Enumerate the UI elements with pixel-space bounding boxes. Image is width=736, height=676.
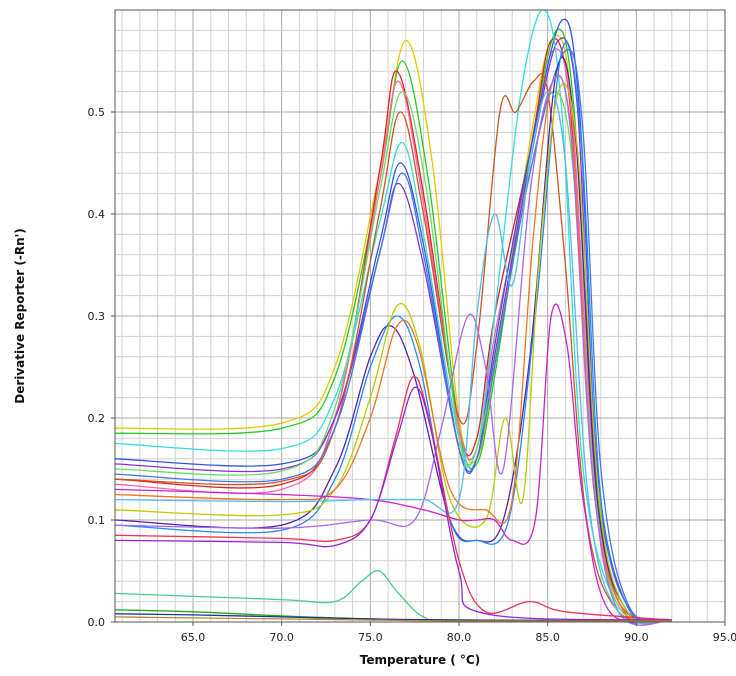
- series-line-19: [114, 386, 672, 621]
- y-tick-label: 0.4: [88, 208, 106, 221]
- x-tick-label: 80.0: [447, 631, 472, 644]
- series-line-8: [114, 73, 672, 623]
- series-line-12: [114, 41, 672, 624]
- y-axis-ticks: 0.0 0.1 0.2 0.3 0.4 0.5: [88, 106, 115, 629]
- y-tick-label: 0.2: [88, 412, 106, 425]
- series-lines: [114, 9, 673, 626]
- y-axis-title: Derivative Reporter (-Rn'): [13, 228, 27, 404]
- y-tick-label: 0.5: [88, 106, 106, 119]
- y-tick-label: 0.1: [88, 514, 106, 527]
- x-tick-label: 70.0: [269, 631, 294, 644]
- x-axis-ticks: 65.0 70.0 75.0 80.0 85.0 90.0 95.0: [181, 622, 736, 644]
- series-line-17: [114, 90, 672, 624]
- series-line-16: [114, 75, 672, 626]
- y-tick-label: 0.3: [88, 310, 106, 323]
- series-line-23: [114, 616, 672, 622]
- series-line-18: [114, 376, 672, 621]
- x-tick-label: 65.0: [181, 631, 206, 644]
- series-line-11: [114, 56, 672, 624]
- x-axis-title: Temperature ( °C): [360, 653, 480, 667]
- x-tick-label: 95.0: [713, 631, 736, 644]
- x-tick-label: 85.0: [535, 631, 560, 644]
- series-line-22: [114, 613, 672, 622]
- y-tick-label: 0.0: [88, 616, 106, 629]
- x-tick-label: 75.0: [358, 631, 383, 644]
- x-tick-label: 90.0: [624, 631, 649, 644]
- series-line-10: [114, 48, 672, 623]
